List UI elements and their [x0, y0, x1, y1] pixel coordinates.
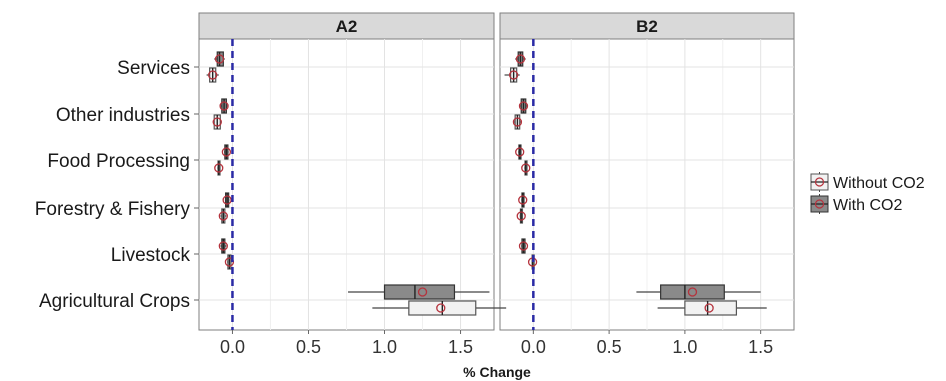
x-tick-label: 1.0	[372, 337, 397, 357]
box-A2-agricultural-crops-with-co2-box	[383, 284, 456, 300]
legend-key-mean-with-co2	[814, 199, 825, 209]
category-label-services: Services	[117, 58, 190, 79]
box-B2-agricultural-crops-with-co2-mean-point	[687, 287, 698, 297]
panel-A2-strip	[198, 12, 495, 40]
x-tick-label: 1.0	[672, 337, 697, 357]
box-B2-forestry-fishery-with-co2-mean-point	[518, 195, 528, 205]
box-A2-agricultural-crops-with-co2-mean-point	[417, 287, 428, 297]
box-A2-food-processing-with-co2-mean-point	[221, 147, 232, 157]
box-B2-services-with-co2-mean-point	[515, 54, 526, 64]
box-B2-other-industries-with-co2-mean-point	[518, 101, 529, 111]
category-label-forestry-fishery: Forestry & Fishery	[35, 199, 191, 220]
marks-layer	[206, 39, 767, 330]
panel-title: A2	[336, 17, 358, 36]
x-tick-label: 1.5	[748, 337, 773, 357]
box-A2-forestry-fishery-without-co2-mean-point	[218, 211, 228, 221]
panel-title: B2	[636, 17, 658, 36]
category-label-other-industries: Other industries	[56, 105, 190, 126]
category-label-livestock: Livestock	[111, 245, 191, 266]
legend-label-with-co2: With CO2	[833, 197, 902, 214]
category-label-agricultural-crops: Agricultural Crops	[39, 291, 190, 312]
box-A2-agricultural-crops-without-co2-mean-point	[436, 303, 446, 313]
box-B2-food-processing-without-co2-mean-point	[521, 163, 531, 173]
box-A2-forestry-fishery-with-co2-mean-point	[222, 195, 232, 205]
box-B2-agricultural-crops-with-co2-box	[660, 284, 725, 300]
category-label-food-processing: Food Processing	[47, 151, 190, 172]
x-tick-label: 1.5	[448, 337, 473, 357]
box-A2-other-industries-without-co2-mean-point	[212, 117, 222, 127]
text-layer: % Change Services Other industries Food Pr…	[35, 17, 773, 380]
box-A2-services-with-co2-box	[216, 51, 224, 67]
legend-label-without-co2: Without CO2	[833, 175, 925, 192]
box-A2-food-processing-without-co2-mean-point	[214, 163, 224, 173]
box-B2-agricultural-crops-without-co2-mean-point	[704, 303, 714, 313]
box-B2-food-processing-with-co2-mean-point	[515, 147, 525, 157]
box-A2-services-with-co2-mean-point	[214, 54, 225, 64]
x-tick-label: 0.0	[220, 337, 245, 357]
legend-key-mean-without-co2	[814, 177, 825, 187]
x-tick-label: 0.5	[597, 337, 622, 357]
box-B2-services-without-co2-mean-point	[508, 70, 519, 80]
box-A2-livestock-with-co2-mean-point	[218, 241, 228, 251]
legend: Without CO2 With CO2	[810, 172, 925, 214]
x-axis-title: % Change	[463, 364, 531, 380]
box-B2-forestry-fishery-without-co2-mean-point	[516, 211, 526, 221]
box-B2-agricultural-crops-without-co2-box	[684, 300, 738, 316]
box-B2-livestock-with-co2-mean-point	[518, 241, 529, 251]
x-tick-label: 0.5	[296, 337, 321, 357]
grid-layer	[198, 12, 795, 331]
box-B2-other-industries-without-co2-mean-point	[512, 117, 523, 127]
box-A2-other-industries-with-co2-mean-point	[219, 101, 229, 111]
box-A2-services-without-co2-mean-point	[208, 70, 218, 80]
x-tick-label: 0.0	[521, 337, 546, 357]
